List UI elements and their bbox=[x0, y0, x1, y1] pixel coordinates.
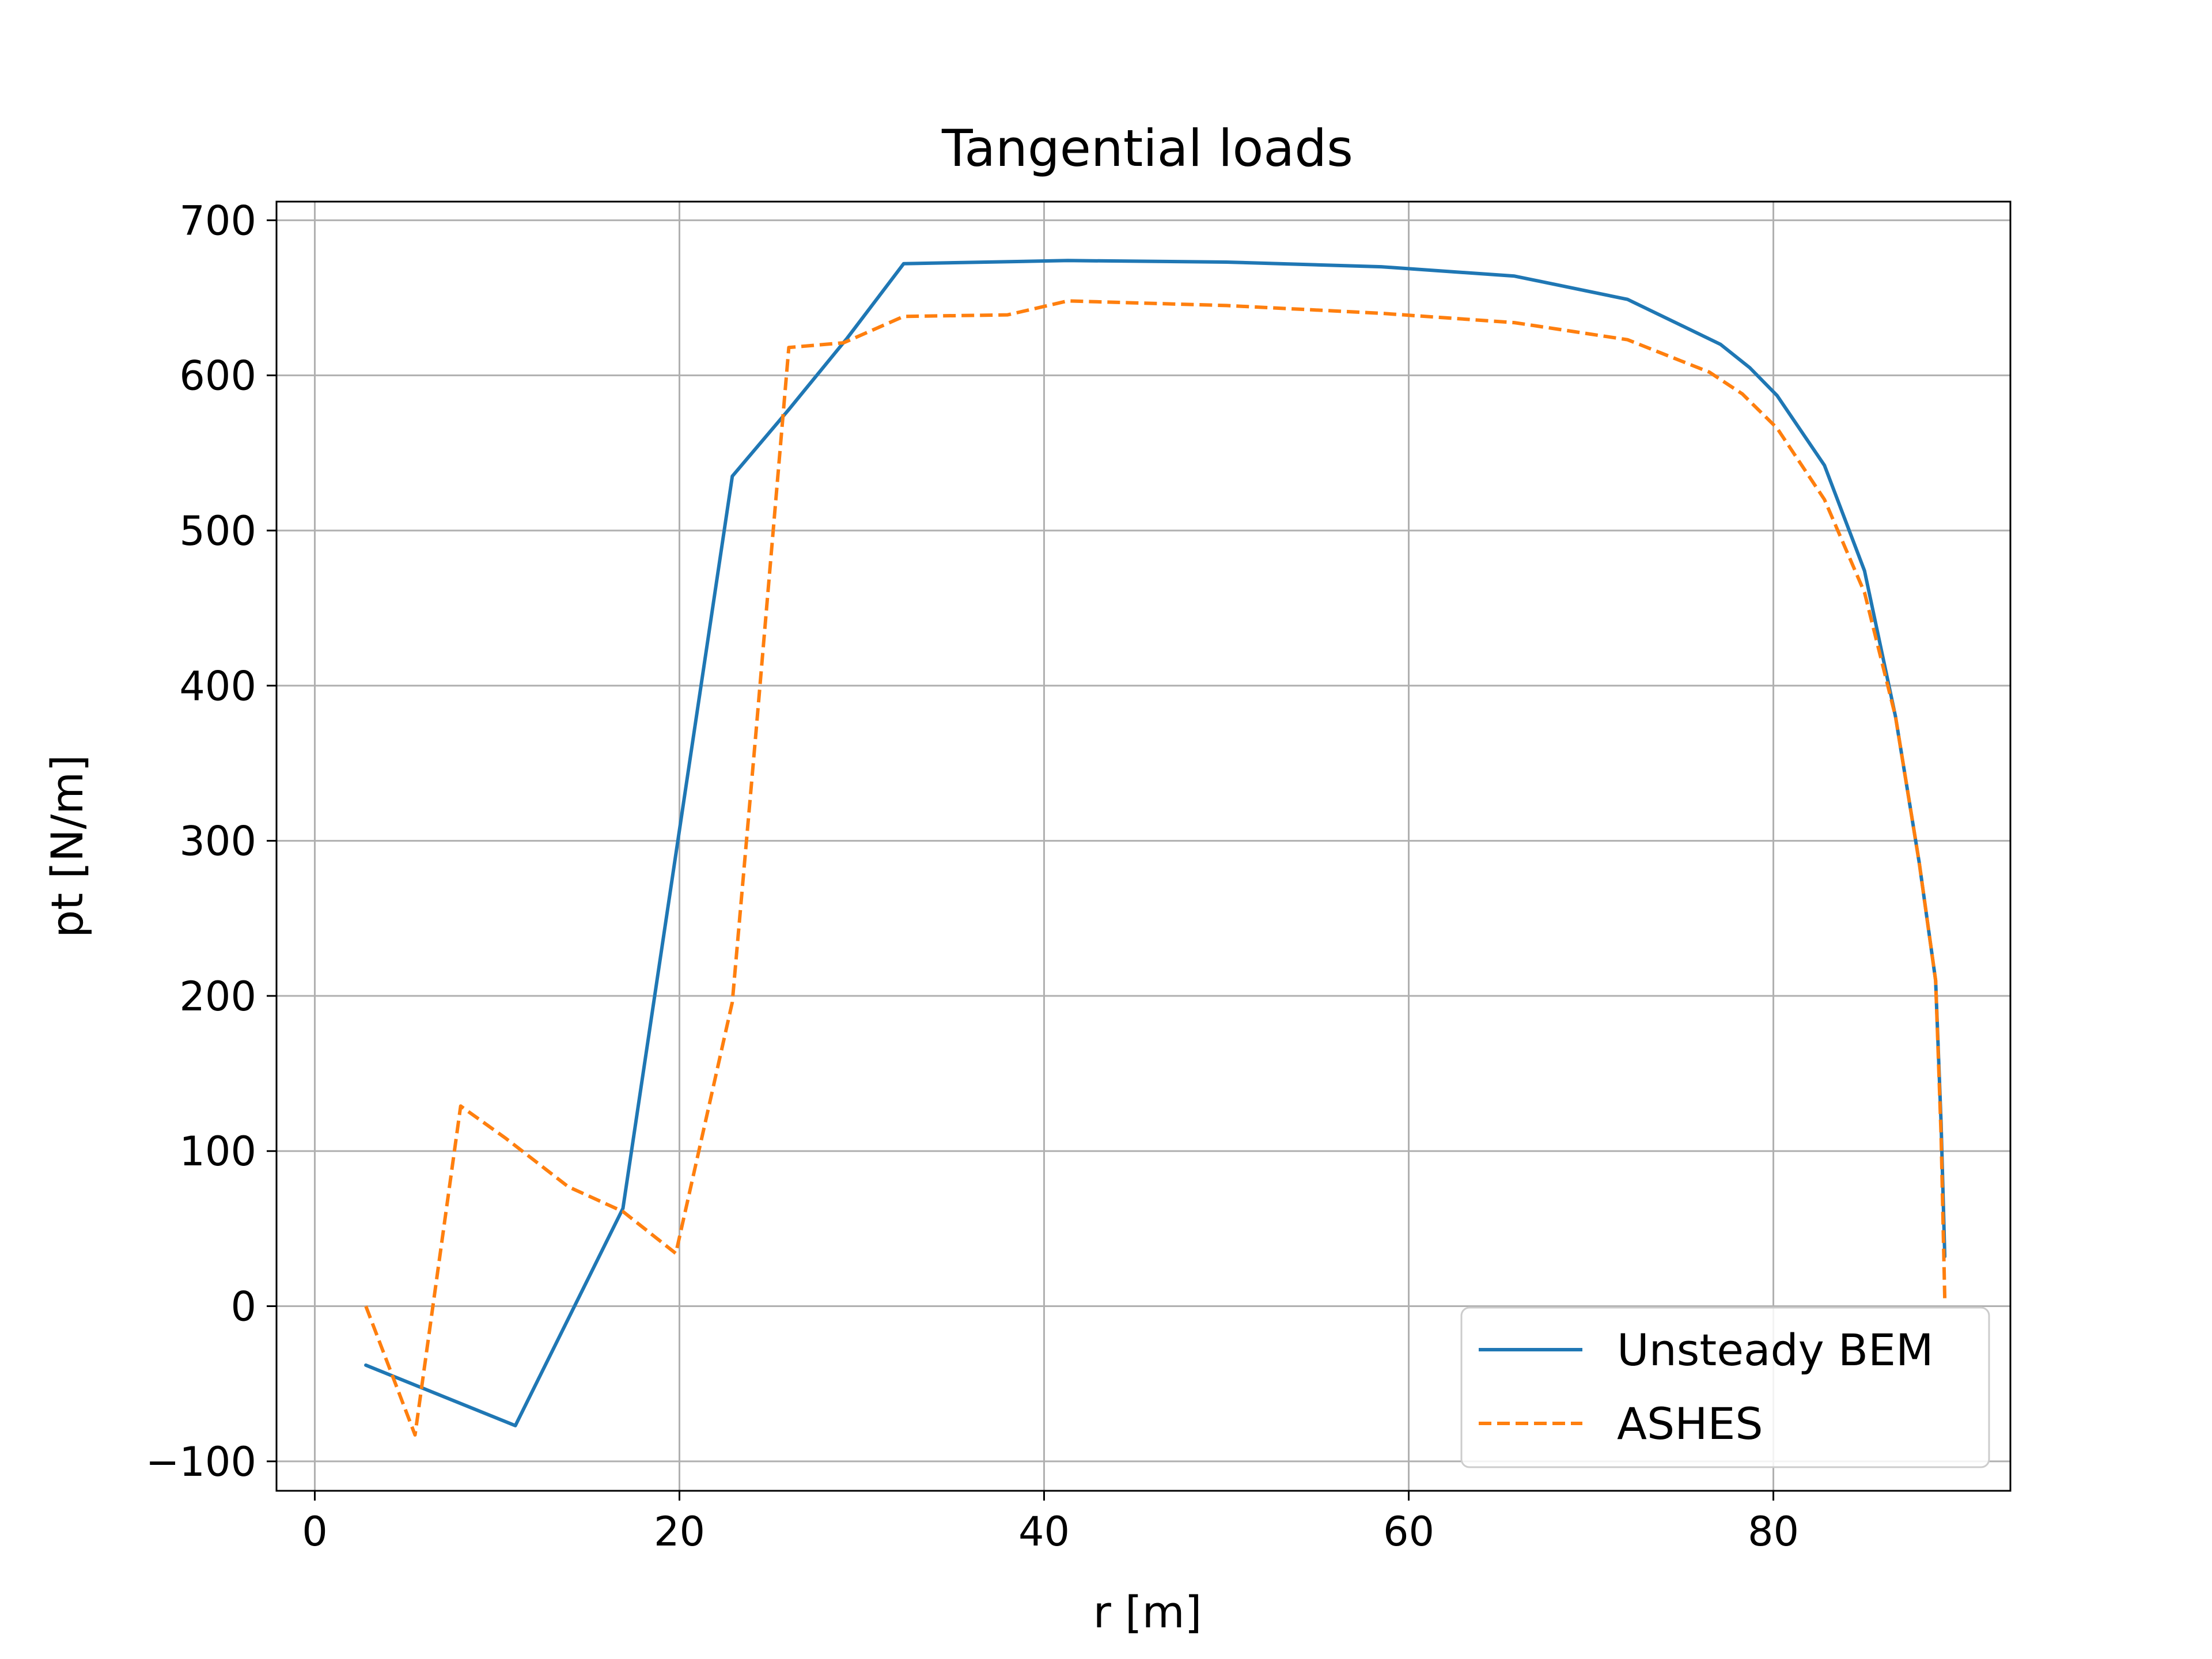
y-tick-label: 700 bbox=[179, 197, 256, 244]
y-tick-label: 300 bbox=[179, 818, 256, 865]
legend-label-ashes: ASHES bbox=[1617, 1398, 1763, 1449]
chart-title: Tangential loads bbox=[941, 119, 1353, 178]
plot-frame bbox=[275, 200, 2012, 1492]
y-tick-label: 500 bbox=[179, 507, 256, 555]
y-tick-label: 600 bbox=[179, 353, 256, 400]
grid-lines bbox=[276, 202, 2010, 1491]
legend: Unsteady BEM ASHES bbox=[1460, 1306, 1990, 1468]
y-tick-label: 200 bbox=[179, 973, 256, 1020]
series-lines bbox=[364, 259, 1947, 1437]
axis-ticks: 0 20 40 60 80 −100 0 100 200 300 400 500 600 700 bbox=[146, 197, 1799, 1555]
x-tick-label: 40 bbox=[1018, 1508, 1070, 1555]
x-tick-label: 80 bbox=[1748, 1508, 1799, 1555]
y-tick-label: 0 bbox=[230, 1283, 256, 1331]
x-axis-label: r [m] bbox=[1093, 1586, 1202, 1638]
x-tick-label: 20 bbox=[654, 1508, 705, 1555]
x-tick-label: 0 bbox=[302, 1508, 328, 1555]
x-tick-label: 60 bbox=[1383, 1508, 1434, 1555]
legend-label-unsteady-bem: Unsteady BEM bbox=[1617, 1324, 1934, 1376]
y-tick-label: 100 bbox=[179, 1128, 256, 1175]
y-axis-label: pt [N/m] bbox=[41, 755, 93, 938]
series-line-unsteady-bem bbox=[364, 259, 1947, 1427]
y-tick-label: −100 bbox=[146, 1438, 256, 1486]
legend-box bbox=[1460, 1306, 1990, 1468]
series-line-ashes bbox=[364, 299, 1947, 1437]
y-tick-label: 400 bbox=[179, 662, 256, 710]
